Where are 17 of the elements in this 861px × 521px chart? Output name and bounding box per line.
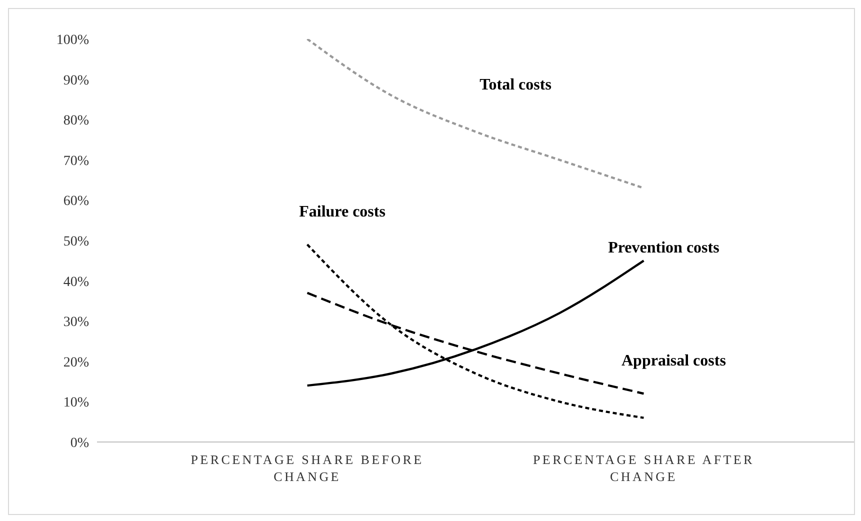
y-tick-label: 30% (63, 315, 90, 330)
y-tick-label: 100% (56, 32, 90, 48)
text: Total costs (480, 76, 552, 94)
x-tick-label: PERCENTAGE SHARE BEFORE CHANGE (190, 452, 424, 484)
series-label: Prevention costs (608, 240, 720, 257)
series-label: Failure costs (299, 204, 386, 221)
x-tick-label: PERCENTAGE SHARE AFTER CHANGE (533, 452, 754, 484)
y-tick-label: 10% (63, 396, 90, 411)
y-tick-label: 90% (63, 73, 90, 88)
y-tick-label: 40% (63, 274, 90, 290)
y-tick-label: 80% (63, 114, 90, 129)
series-label: Appraisal costs (621, 352, 726, 370)
y-tick-label: 60% (63, 194, 90, 210)
y-tick-label: 70% (63, 154, 90, 169)
y-tick-label: 0% (70, 436, 90, 451)
y-tick-label: 50% (63, 234, 90, 250)
y-tick-label: 20% (63, 355, 90, 370)
